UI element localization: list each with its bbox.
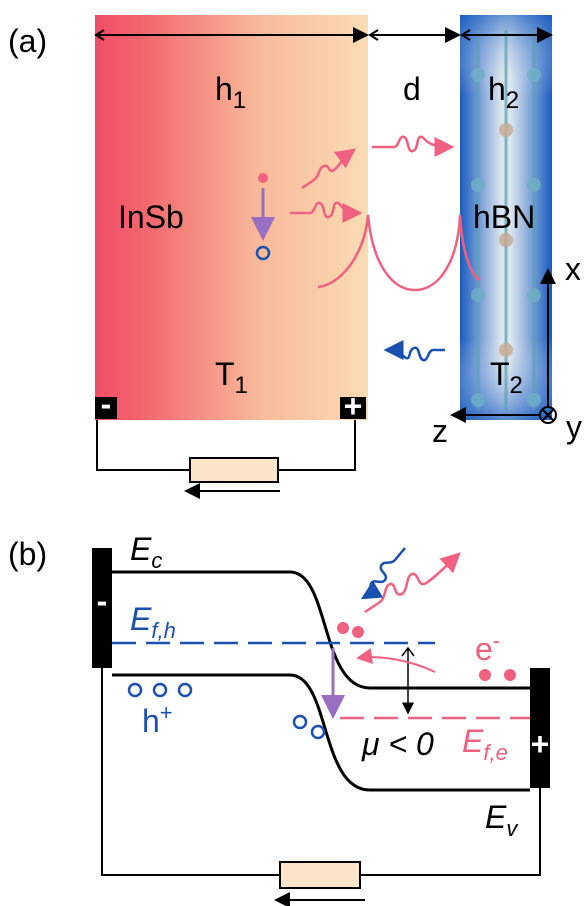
panel-label: (a)	[8, 23, 47, 59]
electron	[258, 173, 268, 183]
efe-sub: f,e	[483, 740, 507, 765]
h1-sub: 1	[233, 87, 246, 114]
axis-x: x	[565, 251, 581, 287]
h1-main: h	[215, 71, 233, 107]
holes-label: h+	[142, 700, 173, 739]
ev-sub: v	[506, 816, 519, 841]
ec-label: Ec	[130, 531, 162, 573]
panel-b: (b) - + Ec Ef,h h+ e- μ < 0 Ef,e Ev	[8, 531, 550, 900]
axis-z: z	[432, 413, 448, 449]
t1-main: T	[215, 356, 235, 392]
ev-main: E	[485, 799, 507, 835]
h2-main: h	[488, 71, 506, 107]
ev-label: Ev	[485, 799, 519, 841]
efe-main: E	[462, 723, 484, 759]
resistor	[190, 458, 278, 482]
efh-main: E	[130, 601, 152, 637]
efh-label: Ef,h	[130, 601, 176, 643]
h2-sub: 2	[506, 87, 519, 114]
holes-sup: +	[160, 700, 173, 725]
t2-main: T	[490, 356, 510, 392]
absorbed-photon	[363, 548, 405, 598]
mu-label: μ < 0	[361, 726, 434, 762]
t2-sub: 2	[510, 372, 523, 399]
minus-sign: -	[97, 583, 108, 619]
efe-label: Ef,e	[462, 723, 508, 765]
plus-sign: +	[531, 726, 550, 762]
ec-main: E	[130, 531, 152, 567]
blue-photon	[386, 348, 445, 360]
electrons-label: e-	[475, 628, 500, 667]
efh-sub: f,h	[151, 618, 175, 643]
t1-sub: 1	[235, 372, 248, 399]
panel-label: (b)	[8, 536, 47, 572]
axis-y: y	[566, 409, 582, 445]
minus-sign: -	[101, 386, 112, 422]
e-flow	[358, 657, 435, 672]
figure: (a) h1 d h2 InSb hBN T1 T2 x z y - + (b)…	[0, 0, 587, 906]
holes-main: h	[142, 703, 160, 739]
hbn-label: hBN	[473, 199, 535, 235]
electrons-main: e	[475, 631, 493, 667]
d-label: d	[403, 71, 421, 107]
insb-label: InSb	[118, 199, 184, 235]
electrons-sup: -	[493, 628, 500, 653]
ec-sub: c	[151, 548, 162, 573]
resistor	[280, 862, 360, 888]
panel-a: (a) h1 d h2 InSb hBN T1 T2 x z y - +	[8, 15, 582, 491]
plus-sign: +	[344, 388, 363, 424]
